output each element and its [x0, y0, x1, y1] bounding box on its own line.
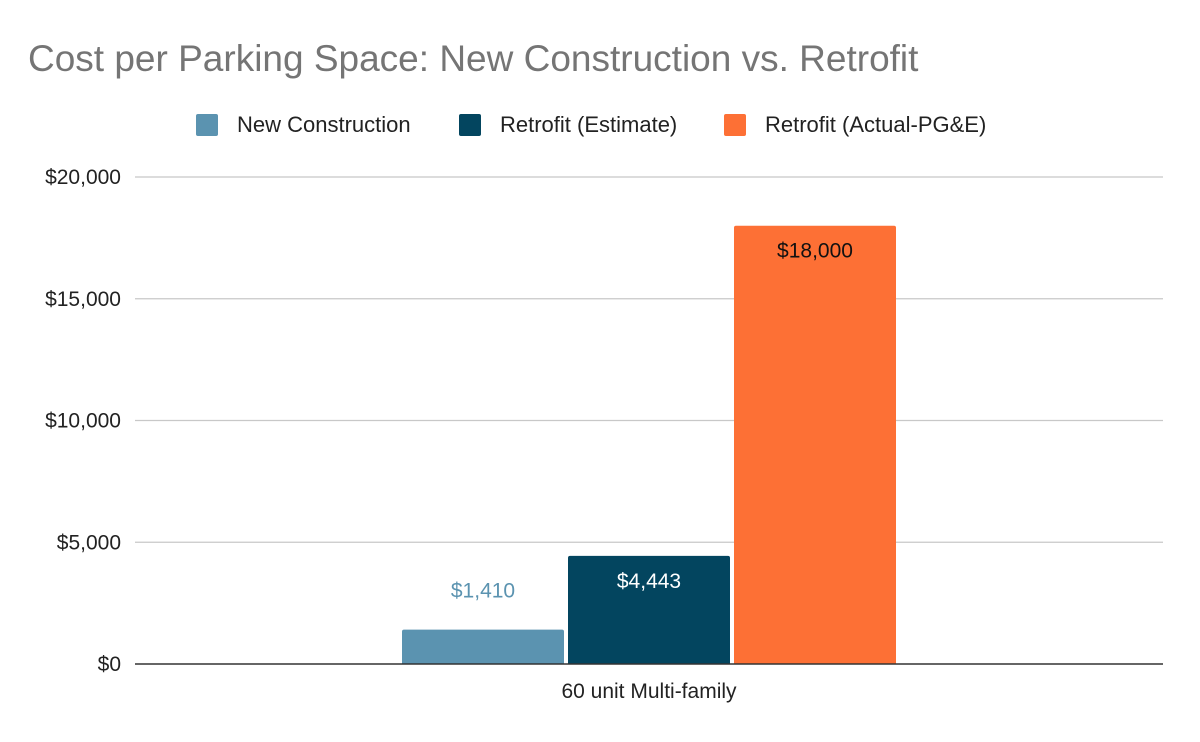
bar: [402, 629, 564, 664]
legend-item-retrofit-actual: Retrofit (Actual-PG&E): [724, 112, 986, 138]
legend: New Construction Retrofit (Estimate) Ret…: [0, 112, 1200, 138]
legend-label-retrofit-estimate: Retrofit (Estimate): [500, 112, 678, 137]
chart-title: Cost per Parking Space: New Construction…: [28, 38, 919, 79]
legend-label-new-construction: New Construction: [237, 112, 411, 137]
legend-swatch-retrofit-estimate: [459, 114, 481, 136]
legend-swatch-new-construction: [196, 114, 218, 136]
data-label: $1,410: [451, 580, 515, 603]
legend-item-retrofit-estimate: Retrofit (Estimate): [459, 112, 677, 138]
bar: [568, 555, 730, 664]
y-tick-label: $20,000: [45, 166, 121, 189]
y-tick-label: $15,000: [45, 288, 121, 311]
y-tick-label: $10,000: [45, 410, 121, 433]
legend-label-retrofit-actual: Retrofit (Actual-PG&E): [765, 112, 987, 137]
y-tick-label: $0: [98, 653, 121, 676]
bar: [734, 225, 896, 664]
legend-item-new-construction: New Construction: [196, 112, 411, 138]
data-label: $4,443: [617, 570, 681, 593]
data-label: $18,000: [777, 240, 853, 263]
y-tick-label: $5,000: [57, 531, 121, 554]
x-tick-label: 60 unit Multi-family: [561, 680, 737, 703]
legend-swatch-retrofit-actual: [724, 114, 746, 136]
